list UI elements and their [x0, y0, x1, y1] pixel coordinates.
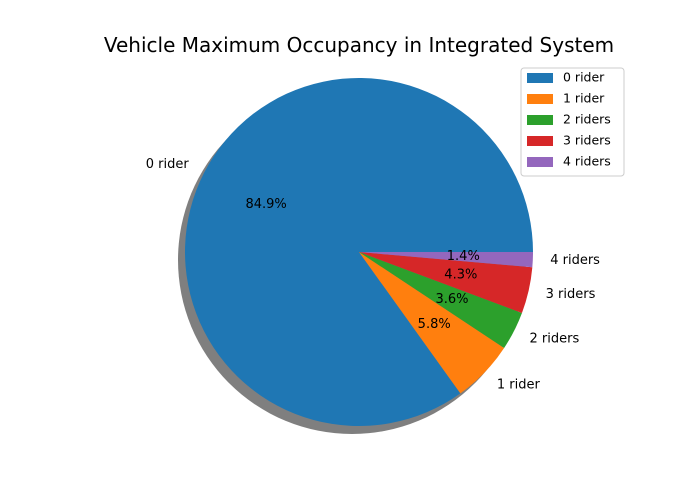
pie-slices	[185, 78, 534, 427]
slice-label: 1 rider	[497, 377, 541, 392]
slice-label: 0 rider	[146, 157, 190, 172]
legend-label: 3 riders	[563, 133, 611, 148]
slice-labels: 0 rider 1 rider 2 riders 3 riders 4 riders	[146, 157, 600, 392]
percent-label: 1.4%	[447, 249, 480, 264]
legend-label: 2 riders	[563, 112, 611, 127]
percent-label: 4.3%	[444, 268, 477, 283]
chart-title: Vehicle Maximum Occupancy in Integrated …	[104, 33, 614, 57]
slice-label: 2 riders	[530, 331, 580, 346]
legend-label: 0 rider	[563, 70, 605, 85]
percent-label: 3.6%	[436, 292, 469, 307]
percent-labels: 84.9% 5.8% 3.6% 4.3% 1.4%	[245, 197, 479, 332]
legend-swatch	[527, 73, 553, 83]
percent-label: 5.8%	[418, 317, 451, 332]
legend: 0 rider 1 rider 2 riders 3 riders 4 riders	[520, 67, 625, 177]
pie-slice-2-riders	[359, 252, 522, 348]
percent-label: 84.9%	[245, 197, 286, 212]
legend-swatch	[527, 115, 553, 125]
slice-label: 4 riders	[550, 253, 600, 268]
slice-label: 3 riders	[546, 287, 596, 302]
legend-swatch	[527, 157, 553, 167]
legend-label: 4 riders	[563, 154, 611, 169]
pie-slice-0-rider	[185, 78, 534, 427]
legend-swatch	[527, 136, 553, 146]
pie-slice-4-riders	[359, 252, 533, 268]
legend-label: 1 rider	[563, 91, 605, 106]
pie-slice-3-riders	[359, 252, 533, 313]
legend-swatch	[527, 94, 553, 104]
pie-slice-1-rider	[359, 252, 505, 394]
